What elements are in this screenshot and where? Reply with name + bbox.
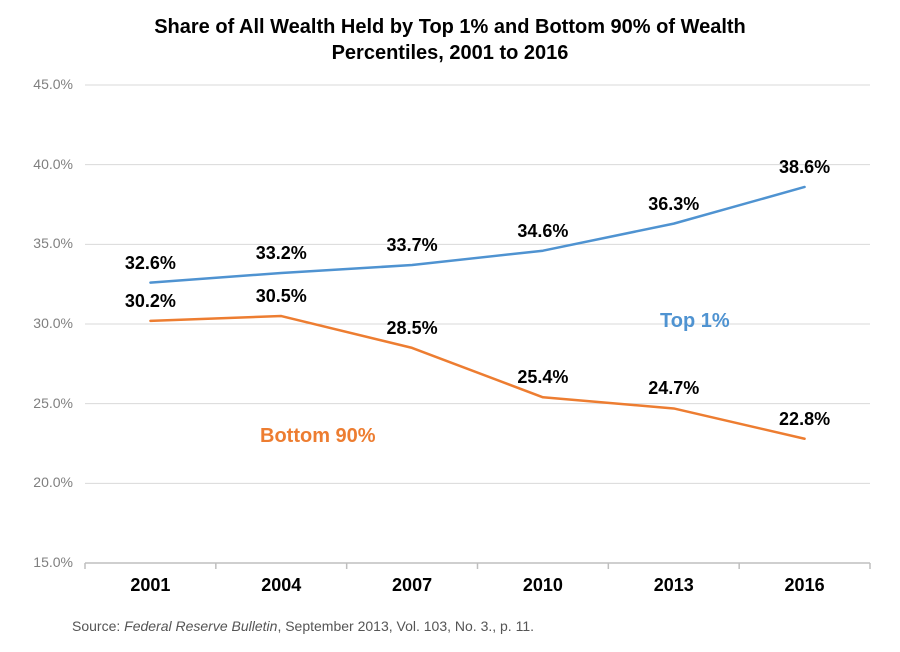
series-label-top1: Top 1% [660,310,730,333]
y-tick-label: 20.0% [0,474,73,490]
source-prefix: Source: [72,618,124,634]
y-tick-label: 45.0% [0,76,73,92]
data-label-bottom90: 30.2% [110,291,190,312]
data-label-top1: 38.6% [765,157,845,178]
x-tick-label: 2010 [493,575,593,596]
data-label-top1: 33.2% [241,243,321,264]
source-caption: Source: Federal Reserve Bulletin, Septem… [72,618,534,634]
y-tick-label: 40.0% [0,156,73,172]
x-tick-label: 2001 [100,575,200,596]
data-label-top1: 32.6% [110,253,190,274]
x-tick-label: 2007 [362,575,462,596]
data-label-top1: 34.6% [503,221,583,242]
y-tick-label: 35.0% [0,235,73,251]
series-label-bottom90: Bottom 90% [260,425,376,448]
x-tick-label: 2013 [624,575,724,596]
y-tick-label: 30.0% [0,315,73,331]
x-tick-label: 2016 [755,575,855,596]
data-label-bottom90: 25.4% [503,367,583,388]
data-label-bottom90: 22.8% [765,409,845,430]
source-italic: Federal Reserve Bulletin [124,618,277,634]
chart-stage: { "chart": { "type": "line", "title_line… [0,0,900,652]
data-label-bottom90: 24.7% [634,378,714,399]
data-label-bottom90: 28.5% [372,318,452,339]
data-label-bottom90: 30.5% [241,286,321,307]
data-label-top1: 36.3% [634,194,714,215]
data-label-top1: 33.7% [372,235,452,256]
source-suffix: , September 2013, Vol. 103, No. 3., p. 1… [277,618,534,634]
y-tick-label: 15.0% [0,554,73,570]
y-tick-label: 25.0% [0,395,73,411]
x-tick-label: 2004 [231,575,331,596]
